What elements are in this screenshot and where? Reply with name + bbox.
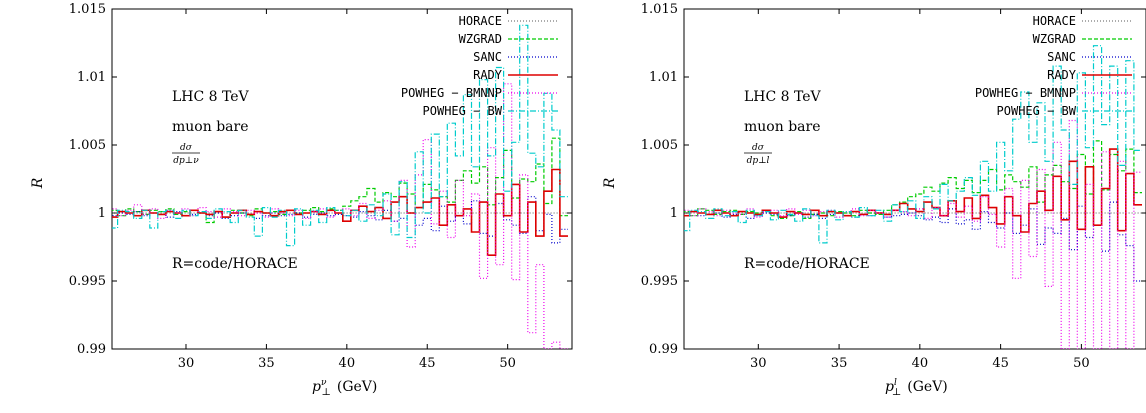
x-axis-label-main: p [885, 379, 894, 395]
y-tick-label: 1.015 [69, 2, 106, 17]
series-line-2 [684, 201, 1142, 282]
legend-label: POWHEG − BW [997, 104, 1077, 118]
y-tick-label: 0.995 [69, 274, 106, 289]
y-tick-label: 1.005 [69, 138, 106, 153]
annotation-channel: muon bare [172, 119, 248, 135]
y-axis-label: R [30, 177, 46, 189]
y-tick-label: 1.01 [77, 70, 106, 85]
y-tick-label: 1 [670, 206, 678, 221]
series-group [684, 45, 1142, 349]
y-tick-label: 1.015 [641, 2, 678, 17]
annotation-ratio: R=code/HORACE [744, 256, 870, 272]
chart-left: 0.99 0.995 1 1.005 1.01 1.015 30 35 40 45 50 HORACE… [30, 2, 573, 398]
annotation-frac-denominator: dp⊥l [747, 156, 770, 166]
x-axis-label-unit: (GeV) [337, 379, 378, 395]
series-line-2 [112, 196, 568, 244]
legend-label: WZGRAD [1033, 32, 1076, 46]
y-tick-label: 0.99 [77, 342, 106, 357]
x-tick-label: 30 [750, 356, 767, 371]
x-tick-label: 45 [992, 356, 1009, 371]
legend-label: POWHEG − BW [423, 104, 503, 118]
annotation-frac-denominator: dp⊥ν [173, 156, 199, 166]
series-line-3 [112, 168, 568, 256]
x-axis-label-unit: (GeV) [907, 379, 948, 395]
annotation-channel: muon bare [744, 119, 820, 135]
x-tick-label: 35 [258, 356, 275, 371]
x-tick-label: 50 [499, 356, 516, 371]
y-tick-label: 0.995 [641, 274, 678, 289]
x-tick-label: 35 [831, 356, 848, 371]
legend-label: POWHEG − BMNNP [401, 86, 502, 100]
x-axis-label-main: p [312, 379, 321, 395]
x-axis-label: pl ⊥ (GeV) [885, 378, 948, 398]
y-tick-label: 1.005 [641, 138, 678, 153]
x-tick-label: 40 [912, 356, 929, 371]
series-line-1 [112, 137, 568, 224]
legend-label: RADY [1047, 68, 1077, 82]
x-axis-label-sub: ⊥ [321, 387, 330, 398]
series-group [112, 24, 568, 349]
series-line-5 [112, 24, 568, 247]
x-tick-label: 45 [419, 356, 436, 371]
y-tick-label: 0.99 [649, 342, 678, 357]
plot-frame [111, 8, 573, 350]
legend-label: SANC [1047, 50, 1076, 64]
legend-label: HORACE [459, 14, 502, 28]
annotation-collider: LHC 8 TeV [744, 89, 822, 105]
legend-label: HORACE [1033, 14, 1076, 28]
x-axis-label: pν ⊥ (GeV) [312, 378, 377, 398]
x-axis-label-sup: ν [321, 378, 327, 388]
y-tick-label: 1.01 [649, 70, 678, 85]
series-line-4 [684, 119, 1142, 349]
x-axis-label-sub: ⊥ [892, 387, 901, 398]
legend-label: RADY [473, 68, 503, 82]
series-line-1 [684, 140, 1142, 219]
series-line-5 [684, 45, 1142, 244]
plot-frame [683, 8, 1146, 350]
annotation-collider: LHC 8 TeV [172, 89, 250, 105]
annotation-frac-numerator: dσ [752, 143, 765, 153]
chart-right: 0.99 0.995 1 1.005 1.01 1.015 30 35 40 45 50 HORACE… [602, 2, 1146, 398]
legend-label: WZGRAD [459, 32, 502, 46]
legend-label: POWHEG − BMNNP [975, 86, 1076, 100]
x-tick-label: 50 [1073, 356, 1090, 371]
x-tick-label: 30 [178, 356, 195, 371]
y-axis-label: R [602, 177, 618, 189]
y-tick-label: 1 [98, 206, 106, 221]
x-axis-label-sup: l [894, 378, 897, 388]
annotation-frac-numerator: dσ [180, 143, 193, 153]
x-tick-label: 40 [339, 356, 356, 371]
legend-label: SANC [473, 50, 502, 64]
annotation-ratio: R=code/HORACE [172, 256, 298, 272]
series-line-3 [684, 148, 1142, 233]
